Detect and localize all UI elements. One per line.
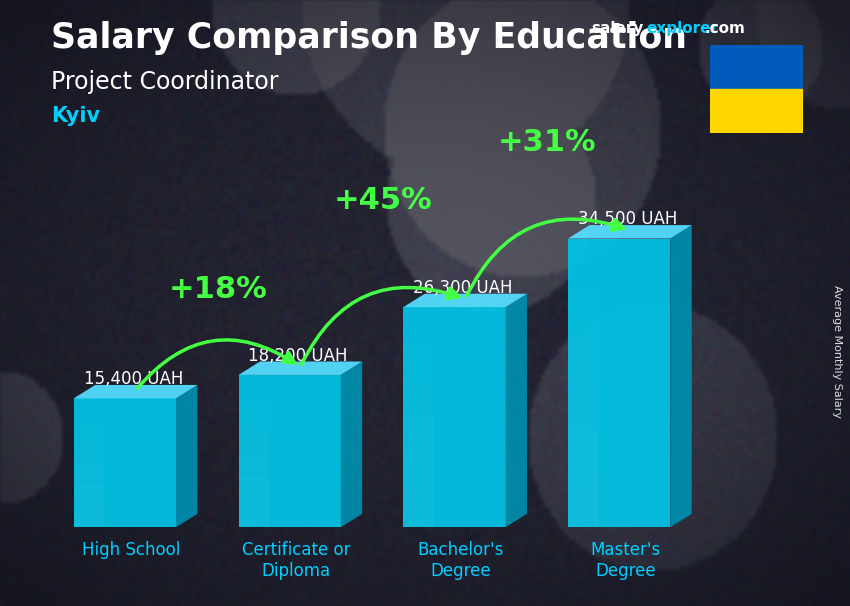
Polygon shape xyxy=(568,239,671,527)
Text: +18%: +18% xyxy=(168,275,268,304)
Polygon shape xyxy=(404,490,434,527)
Polygon shape xyxy=(74,398,176,527)
Polygon shape xyxy=(568,479,598,527)
Text: salary: salary xyxy=(591,21,643,36)
Text: 26,300 UAH: 26,300 UAH xyxy=(413,279,513,297)
Polygon shape xyxy=(176,385,197,527)
Bar xyxy=(710,45,803,89)
Text: Salary Comparison By Education: Salary Comparison By Education xyxy=(51,21,687,55)
Text: 18,200 UAH: 18,200 UAH xyxy=(248,347,348,365)
Text: Certificate or
Diploma: Certificate or Diploma xyxy=(242,541,350,580)
Polygon shape xyxy=(239,375,341,527)
Text: Bachelor's
Degree: Bachelor's Degree xyxy=(417,541,504,580)
Text: High School: High School xyxy=(82,541,180,559)
Text: explorer: explorer xyxy=(647,21,719,36)
Text: Kyiv: Kyiv xyxy=(51,106,100,126)
Polygon shape xyxy=(506,294,527,527)
Text: 15,400 UAH: 15,400 UAH xyxy=(84,370,183,388)
Text: +31%: +31% xyxy=(498,128,597,157)
Polygon shape xyxy=(341,362,362,527)
Text: Project Coordinator: Project Coordinator xyxy=(51,70,279,94)
Text: Average Monthly Salary: Average Monthly Salary xyxy=(832,285,842,418)
Polygon shape xyxy=(568,225,692,239)
Text: .com: .com xyxy=(705,21,745,36)
Text: +45%: +45% xyxy=(333,186,432,215)
Polygon shape xyxy=(239,362,362,375)
Polygon shape xyxy=(239,502,269,527)
Polygon shape xyxy=(74,385,197,398)
Polygon shape xyxy=(404,307,506,527)
Text: Master's
Degree: Master's Degree xyxy=(591,541,660,580)
Text: 34,500 UAH: 34,500 UAH xyxy=(578,210,677,228)
Bar xyxy=(710,89,803,133)
Polygon shape xyxy=(74,506,105,527)
Polygon shape xyxy=(404,294,527,307)
Polygon shape xyxy=(671,225,692,527)
